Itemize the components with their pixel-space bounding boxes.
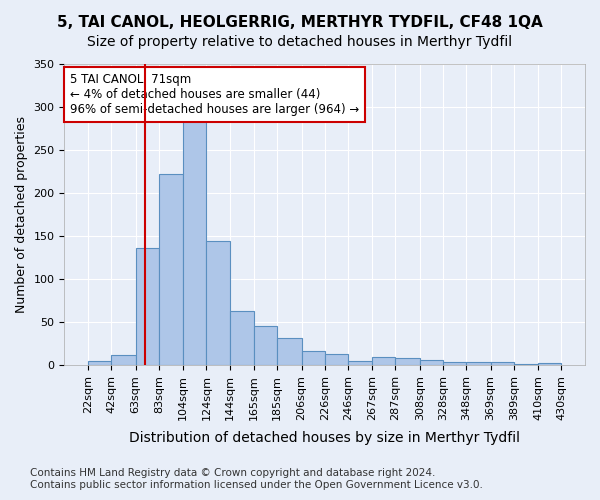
Bar [348,360,372,365]
Bar [111,354,136,365]
Bar [206,241,230,365]
Bar [136,248,159,365]
Bar [420,360,443,365]
Bar [302,352,325,365]
Y-axis label: Number of detached properties: Number of detached properties [15,116,28,313]
Bar [325,354,348,365]
Text: Contains HM Land Registry data © Crown copyright and database right 2024.
Contai: Contains HM Land Registry data © Crown c… [30,468,483,490]
Bar [183,121,206,365]
Bar [277,338,302,365]
Text: 5 TAI CANOL: 71sqm
← 4% of detached houses are smaller (44)
96% of semi-detached: 5 TAI CANOL: 71sqm ← 4% of detached hous… [70,73,359,116]
Bar [491,362,514,365]
Bar [230,311,254,365]
Bar [514,364,538,365]
Bar [254,326,277,365]
Bar [372,358,395,365]
Bar [538,364,562,365]
Text: 5, TAI CANOL, HEOLGERRIG, MERTHYR TYDFIL, CF48 1QA: 5, TAI CANOL, HEOLGERRIG, MERTHYR TYDFIL… [57,15,543,30]
Bar [466,362,491,365]
X-axis label: Distribution of detached houses by size in Merthyr Tydfil: Distribution of detached houses by size … [129,431,520,445]
Bar [395,358,420,365]
Bar [88,360,111,365]
Bar [159,174,183,365]
Text: Size of property relative to detached houses in Merthyr Tydfil: Size of property relative to detached ho… [88,35,512,49]
Bar [443,362,466,365]
